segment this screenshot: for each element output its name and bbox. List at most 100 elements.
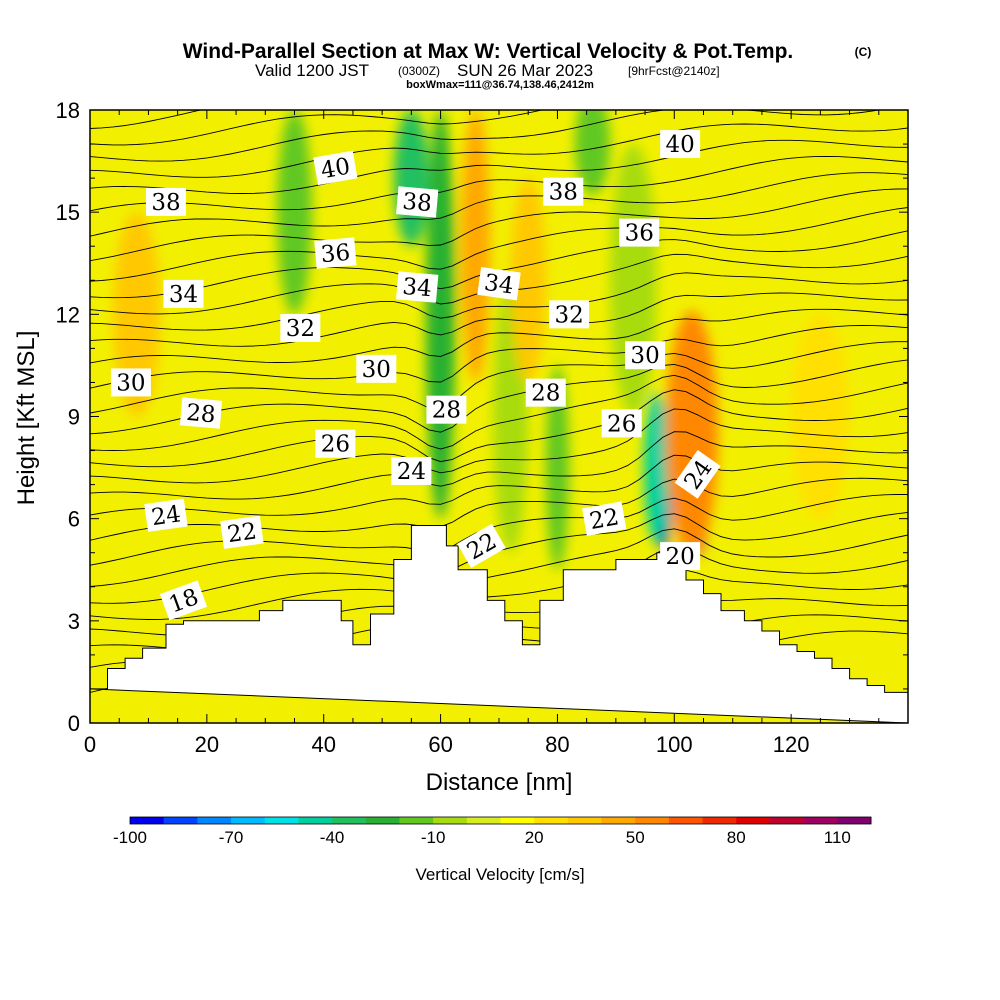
colorbar-swatch	[264, 817, 299, 824]
colorbar-swatch	[601, 817, 636, 824]
valid-utc: (0300Z)	[398, 64, 440, 78]
colorbar-swatch	[668, 817, 704, 824]
contour-label-box	[525, 378, 566, 407]
contour-label-box	[280, 313, 321, 342]
contour-label: 38	[543, 177, 584, 206]
forecast-info: [9hrFcst@2140z]	[628, 64, 720, 78]
contour-label: 36	[619, 218, 660, 247]
contour-label: 34	[477, 267, 521, 301]
w-feature	[113, 212, 161, 417]
contour-label-text: 38	[401, 189, 432, 217]
x-tick-label: 20	[195, 732, 219, 757]
x-axis-label: Distance [nm]	[426, 769, 573, 796]
contour-label: 28	[426, 395, 467, 424]
colorbar-swatch	[298, 817, 333, 824]
y-tick-label: 3	[68, 609, 80, 634]
terrain	[90, 525, 908, 723]
contour-label: 28	[179, 397, 223, 429]
contour-label-box	[315, 429, 356, 458]
contour-label-box	[179, 397, 223, 429]
colorbar-tick-label: -100	[113, 828, 147, 847]
contour-label-text: 28	[531, 381, 560, 407]
contour-label-box	[549, 300, 590, 329]
contour-label-box	[145, 187, 186, 216]
contour-label-text: 32	[286, 316, 315, 342]
x-tick-label: 120	[773, 732, 810, 757]
x-tick-label: 0	[84, 732, 96, 757]
w-feature	[510, 178, 546, 383]
theta-contour	[90, 389, 908, 468]
contour-label-text: 26	[607, 411, 636, 437]
contour-label-box	[477, 267, 521, 301]
y-tick-label: 0	[68, 711, 80, 736]
contour-label-box	[356, 354, 397, 383]
contour-label: 30	[356, 354, 397, 383]
theta-contour	[90, 207, 908, 282]
contour-label-box	[660, 542, 701, 571]
contour-label: 22	[220, 515, 264, 549]
contour-label-text: 34	[401, 274, 432, 302]
w-feature	[545, 365, 570, 570]
theta-contour	[90, 308, 908, 364]
w-feature	[665, 310, 719, 557]
theta-contour	[90, 292, 908, 347]
colorbar-swatch	[231, 817, 266, 824]
contour-label-text: 30	[116, 370, 145, 396]
contour-label: 26	[315, 429, 356, 458]
colorbar-swatch	[702, 817, 737, 824]
y-tick-label: 6	[68, 507, 80, 532]
contour-label: 38	[145, 187, 186, 216]
theta-contour	[90, 172, 908, 237]
colorbar-title: Vertical Velocity [cm/s]	[415, 865, 584, 884]
colorbar-tick-label: 80	[727, 828, 746, 847]
colorbar-swatch	[433, 817, 468, 824]
x-tick-label: 80	[545, 732, 569, 757]
contour-label: 30	[625, 341, 666, 370]
contour-label: 34	[396, 271, 439, 303]
contour-label-box	[625, 341, 666, 370]
theta-contour	[90, 110, 544, 146]
contour-label-text: 28	[185, 400, 216, 428]
y-tick-label: 9	[68, 405, 80, 430]
contour-label-box	[601, 409, 642, 438]
colorbar-swatch	[197, 817, 232, 824]
colorbar-swatch	[837, 817, 872, 824]
w-feature	[643, 392, 670, 543]
colorbar-tick-label: 110	[824, 828, 851, 847]
contour-label: 22	[582, 501, 627, 536]
contour-label: 38	[396, 186, 439, 218]
contour-label-text: 38	[549, 180, 578, 206]
contour-label-box	[314, 237, 357, 269]
contour-label-box	[220, 515, 264, 549]
colorbar-tick-label: 20	[525, 828, 544, 847]
theta-contour	[90, 546, 908, 620]
contour-label-text: 38	[151, 190, 180, 216]
theta-contour	[90, 188, 908, 262]
y-tick-label: 15	[56, 200, 80, 225]
contour-label-text: 24	[397, 459, 426, 485]
contour-label-box	[159, 580, 208, 621]
colorbar-swatch	[534, 817, 569, 824]
contour-label: 28	[525, 378, 566, 407]
chart-title: Wind-Parallel Section at Max W: Vertical…	[183, 40, 794, 63]
theta-contour	[90, 374, 908, 451]
colorbar-frame	[129, 816, 872, 825]
contour-label: 36	[314, 237, 357, 269]
valid-date: SUN 26 Mar 2023	[457, 61, 593, 80]
w-feature	[791, 314, 850, 519]
colorbar: -100 -70 -40 -10 20 50 80 110	[113, 816, 872, 847]
colorbar-swatch	[769, 817, 805, 824]
contour-label-text: 30	[630, 343, 659, 369]
x-tick-label: 60	[428, 732, 452, 757]
theta-contour	[90, 155, 908, 212]
contour-label-text: 32	[554, 302, 583, 328]
contour-label: 34	[163, 279, 204, 308]
theta-contour	[90, 123, 908, 178]
contour-label-box	[674, 449, 721, 499]
contour-label-box	[110, 368, 151, 397]
contour-label-box	[163, 279, 204, 308]
w-feature	[574, 110, 611, 196]
colorbar-swatch	[163, 817, 198, 824]
contour-label-box	[660, 130, 701, 159]
